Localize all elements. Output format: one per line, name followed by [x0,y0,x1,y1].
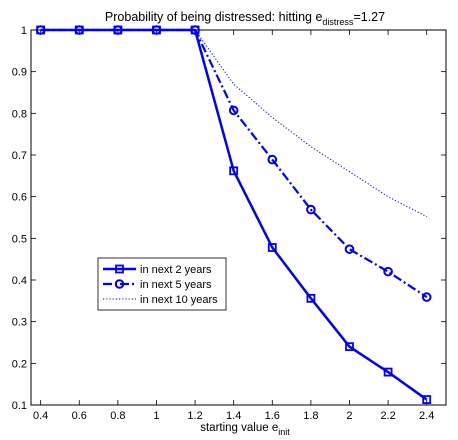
data-point [74,25,85,35]
chart-title-main: Probability of being distressed: hitting… [105,10,323,24]
x-axis-label-main: starting value e [200,422,278,434]
x-tick-label: 1.4 [226,410,241,422]
data-point [267,154,278,165]
legend-entry: in next 10 years [103,294,218,306]
plot-area [30,29,447,406]
x-tick-label: 1.2 [187,410,202,422]
chart-title-subscript: distress [322,17,354,27]
data-point [229,166,239,176]
x-tick-label: 0.4 [33,410,48,422]
data-point [267,243,277,252]
axis-ticks: 0.4 0.6 0.8 1 1.2 1.4 1.6 1.8 2 2.2 2.4 0.1 0.2 0.3 0.… [12,25,446,422]
y-tick-label: 0.8 [12,108,27,120]
x-tick-label: 0.8 [110,410,125,422]
legend-label: in next 2 years [140,264,212,276]
legend-marker [115,264,124,274]
data-point [345,342,354,352]
chart-title-suffix: =1.27 [353,10,385,24]
legend-entry: in next 2 years [103,264,212,276]
y-tick-label: 1 [21,25,27,37]
legend-label: in next 10 years [140,294,218,306]
data-point [422,395,432,404]
y-tick-label: 0.2 [12,358,27,370]
chart-title: Probability of being distressed: hitting… [105,10,385,27]
y-tick-label: 0.5 [12,233,27,245]
data-point [306,204,316,215]
legend-box [97,257,227,311]
series-line [40,28,428,298]
x-tick-label: 1.8 [303,410,318,422]
data-point [383,367,393,377]
series-2 [35,25,432,302]
x-tick-label: 2.4 [419,410,434,422]
data-point [344,244,355,254]
data-point [151,25,162,35]
x-axis-label-subscript: init [278,427,290,437]
data-series [35,25,432,404]
x-tick-label: 2 [346,410,352,422]
data-point [228,105,239,116]
data-point [383,266,393,277]
y-tick-label: 0.3 [12,317,27,329]
x-tick-label: 2.2 [380,410,395,422]
legend-label: in next 5 years [140,279,212,291]
data-point [190,25,200,35]
x-tick-label: 1 [153,410,159,422]
x-axis-label: starting value einit [200,422,290,437]
legend-entry: in next 5 years [103,279,212,291]
y-tick-label: 0.7 [12,150,27,162]
legend: in next 2 years in next 5 years in next 10… [97,257,227,311]
data-point [35,25,46,35]
y-tick-label: 0.4 [12,275,27,287]
data-point [113,25,123,35]
y-tick-label: 0.9 [12,67,27,79]
legend-marker [114,279,125,289]
y-tick-label: 0.6 [12,192,27,204]
x-tick-label: 1.6 [265,410,280,422]
x-tick-label: 0.6 [72,410,87,422]
y-tick-label: 0.1 [12,400,27,412]
data-point [421,292,432,302]
data-point [306,293,316,303]
